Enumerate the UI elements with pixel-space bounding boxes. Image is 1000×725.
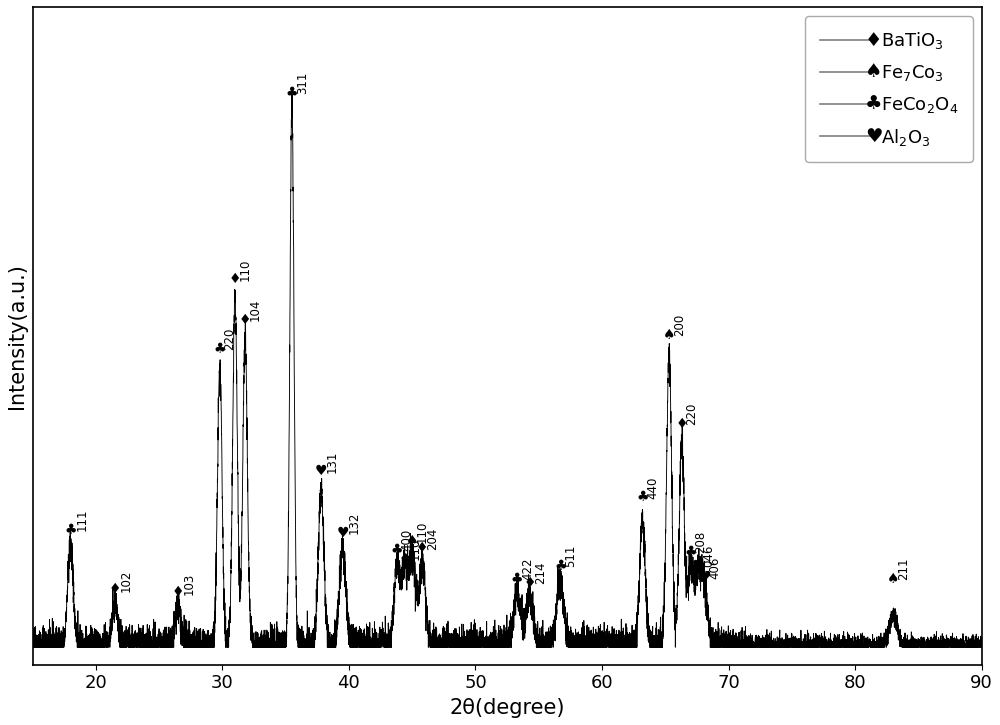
Text: ♠: ♠ bbox=[663, 328, 675, 341]
Text: ♣: ♣ bbox=[636, 491, 649, 505]
Text: ♥: ♥ bbox=[698, 571, 711, 584]
Text: ♥: ♥ bbox=[336, 526, 349, 539]
Text: 220: 220 bbox=[686, 402, 699, 425]
Text: ♦: ♦ bbox=[229, 273, 241, 286]
Text: ♣: ♣ bbox=[511, 572, 523, 587]
Text: ♦: ♦ bbox=[109, 582, 121, 596]
Text: 104: 104 bbox=[249, 299, 262, 321]
Text: ♣: ♣ bbox=[391, 543, 403, 557]
Text: 110: 110 bbox=[239, 258, 252, 281]
Text: ♦: ♦ bbox=[398, 552, 411, 566]
Text: 046: 046 bbox=[702, 544, 715, 567]
Text: ♥: ♥ bbox=[315, 465, 327, 479]
Text: 200: 200 bbox=[673, 314, 686, 336]
Text: ♦: ♦ bbox=[239, 313, 251, 327]
Text: 132: 132 bbox=[348, 511, 361, 534]
Text: 131: 131 bbox=[326, 450, 339, 473]
Text: ♣: ♣ bbox=[64, 523, 77, 536]
Text: 211: 211 bbox=[897, 558, 910, 581]
X-axis label: 2θ(degree): 2θ(degree) bbox=[449, 698, 565, 718]
Text: 406: 406 bbox=[708, 556, 721, 579]
Text: ♠: ♠ bbox=[406, 534, 418, 548]
Legend: BaTiO$_3$, Fe$_7$Co$_3$, FeCo$_2$O$_4$, Al$_2$O$_3$: BaTiO$_3$, Fe$_7$Co$_3$, FeCo$_2$O$_4$, … bbox=[805, 16, 973, 162]
Text: 103: 103 bbox=[183, 573, 196, 595]
Text: 204: 204 bbox=[426, 527, 439, 550]
Text: ♠: ♠ bbox=[887, 572, 899, 587]
Text: 422: 422 bbox=[521, 558, 534, 581]
Text: ♣: ♣ bbox=[554, 559, 566, 573]
Text: 110: 110 bbox=[416, 520, 429, 542]
Text: ♣: ♣ bbox=[214, 342, 226, 356]
Text: ♦: ♦ bbox=[675, 417, 688, 431]
Text: 220: 220 bbox=[224, 328, 237, 350]
Text: 400: 400 bbox=[401, 529, 414, 551]
Text: 102: 102 bbox=[120, 570, 133, 592]
Text: 214: 214 bbox=[534, 562, 547, 584]
Text: ♣: ♣ bbox=[286, 86, 298, 100]
Y-axis label: Intensity(a.u.): Intensity(a.u.) bbox=[7, 263, 27, 409]
Text: 110: 110 bbox=[408, 538, 421, 560]
Text: ♣: ♣ bbox=[684, 544, 697, 559]
Text: 440: 440 bbox=[646, 476, 659, 499]
Text: 311: 311 bbox=[296, 72, 309, 94]
Text: ♥: ♥ bbox=[692, 559, 704, 573]
Text: ♦: ♦ bbox=[524, 576, 536, 590]
Text: ♦: ♦ bbox=[172, 585, 184, 599]
Text: 208: 208 bbox=[694, 531, 707, 553]
Text: 111: 111 bbox=[76, 508, 89, 531]
Text: 511: 511 bbox=[564, 544, 577, 567]
Text: ♦: ♦ bbox=[416, 542, 429, 555]
